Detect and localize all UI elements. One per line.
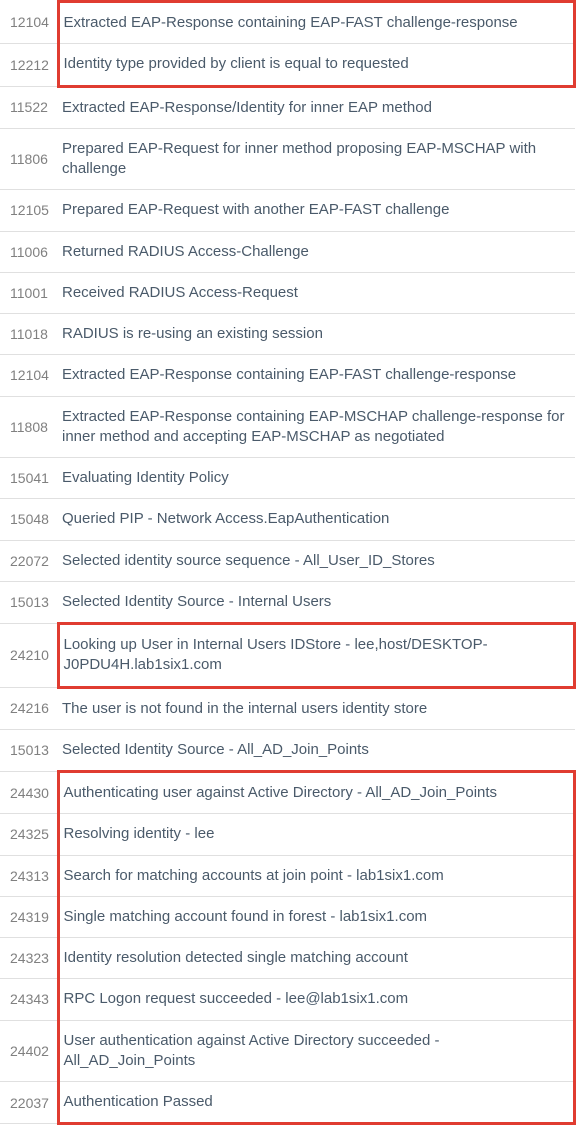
log-message: Looking up User in Internal Users IDStor… <box>58 624 575 688</box>
log-table-body: 12104Extracted EAP-Response containing E… <box>0 2 575 1124</box>
log-code: 11522 <box>0 86 58 128</box>
log-code: 24402 <box>0 1020 58 1082</box>
log-row: 24210Looking up User in Internal Users I… <box>0 624 575 688</box>
log-code: 12105 <box>0 190 58 231</box>
log-code: 11006 <box>0 231 58 272</box>
log-row: 11018RADIUS is re-using an existing sess… <box>0 314 575 355</box>
log-message: Selected Identity Source - Internal User… <box>58 581 575 623</box>
log-code: 12104 <box>0 2 58 44</box>
log-row: 24343RPC Logon request succeeded - lee@l… <box>0 979 575 1020</box>
log-row: 11006Returned RADIUS Access-Challenge <box>0 231 575 272</box>
log-message: Received RADIUS Access-Request <box>58 272 575 313</box>
log-message: Authenticating user against Active Direc… <box>58 772 575 814</box>
log-message: Extracted EAP-Response containing EAP-FA… <box>58 355 575 396</box>
log-code: 24313 <box>0 855 58 896</box>
log-row: 12105Prepared EAP-Request with another E… <box>0 190 575 231</box>
log-message: Selected Identity Source - All_AD_Join_P… <box>58 729 575 771</box>
log-code: 15048 <box>0 499 58 540</box>
log-message: Identity type provided by client is equa… <box>58 44 575 86</box>
log-message: Single matching account found in forest … <box>58 896 575 937</box>
log-code: 24430 <box>0 772 58 814</box>
log-message: The user is not found in the internal us… <box>58 687 575 729</box>
log-code: 22072 <box>0 540 58 581</box>
log-message: Queried PIP - Network Access.EapAuthenti… <box>58 499 575 540</box>
log-code: 11806 <box>0 128 58 190</box>
log-code: 24216 <box>0 687 58 729</box>
log-code: 24210 <box>0 624 58 688</box>
log-message: Extracted EAP-Response/Identity for inne… <box>58 86 575 128</box>
log-message: Prepared EAP-Request for inner method pr… <box>58 128 575 190</box>
log-row: 15041Evaluating Identity Policy <box>0 458 575 499</box>
log-message: Prepared EAP-Request with another EAP-FA… <box>58 190 575 231</box>
log-code: 12212 <box>0 44 58 86</box>
log-code: 24343 <box>0 979 58 1020</box>
log-row: 24319Single matching account found in fo… <box>0 896 575 937</box>
log-code: 15013 <box>0 581 58 623</box>
log-code: 24319 <box>0 896 58 937</box>
log-message: Resolving identity - lee <box>58 814 575 855</box>
log-message: Evaluating Identity Policy <box>58 458 575 499</box>
log-message: User authentication against Active Direc… <box>58 1020 575 1082</box>
log-message: Extracted EAP-Response containing EAP-MS… <box>58 396 575 458</box>
log-code: 15013 <box>0 729 58 771</box>
log-row: 11808Extracted EAP-Response containing E… <box>0 396 575 458</box>
log-row: 24325Resolving identity - lee <box>0 814 575 855</box>
log-row: 15013Selected Identity Source - All_AD_J… <box>0 729 575 771</box>
log-message: Extracted EAP-Response containing EAP-FA… <box>58 2 575 44</box>
log-row: 12104Extracted EAP-Response containing E… <box>0 355 575 396</box>
log-message: Authentication Passed <box>58 1082 575 1124</box>
log-row: 15013Selected Identity Source - Internal… <box>0 581 575 623</box>
log-row: 24323Identity resolution detected single… <box>0 938 575 979</box>
log-row: 24402User authentication against Active … <box>0 1020 575 1082</box>
log-code: 11018 <box>0 314 58 355</box>
log-table: 12104Extracted EAP-Response containing E… <box>0 0 576 1125</box>
log-code: 12104 <box>0 355 58 396</box>
log-code: 24325 <box>0 814 58 855</box>
log-code: 22037 <box>0 1082 58 1124</box>
log-row: 24216The user is not found in the intern… <box>0 687 575 729</box>
log-message: Returned RADIUS Access-Challenge <box>58 231 575 272</box>
log-code: 11808 <box>0 396 58 458</box>
log-message: Identity resolution detected single matc… <box>58 938 575 979</box>
log-row: 11806Prepared EAP-Request for inner meth… <box>0 128 575 190</box>
log-row: 11001Received RADIUS Access-Request <box>0 272 575 313</box>
log-message: RPC Logon request succeeded - lee@lab1si… <box>58 979 575 1020</box>
log-code: 24323 <box>0 938 58 979</box>
log-row: 24430Authenticating user against Active … <box>0 772 575 814</box>
log-row: 15048Queried PIP - Network Access.EapAut… <box>0 499 575 540</box>
log-row: 24313Search for matching accounts at joi… <box>0 855 575 896</box>
log-row: 12104Extracted EAP-Response containing E… <box>0 2 575 44</box>
log-code: 11001 <box>0 272 58 313</box>
log-row: 12212Identity type provided by client is… <box>0 44 575 86</box>
log-message: RADIUS is re-using an existing session <box>58 314 575 355</box>
log-row: 11522Extracted EAP-Response/Identity for… <box>0 86 575 128</box>
log-message: Selected identity source sequence - All_… <box>58 540 575 581</box>
log-row: 22037Authentication Passed <box>0 1082 575 1124</box>
log-message: Search for matching accounts at join poi… <box>58 855 575 896</box>
log-row: 22072Selected identity source sequence -… <box>0 540 575 581</box>
log-code: 15041 <box>0 458 58 499</box>
